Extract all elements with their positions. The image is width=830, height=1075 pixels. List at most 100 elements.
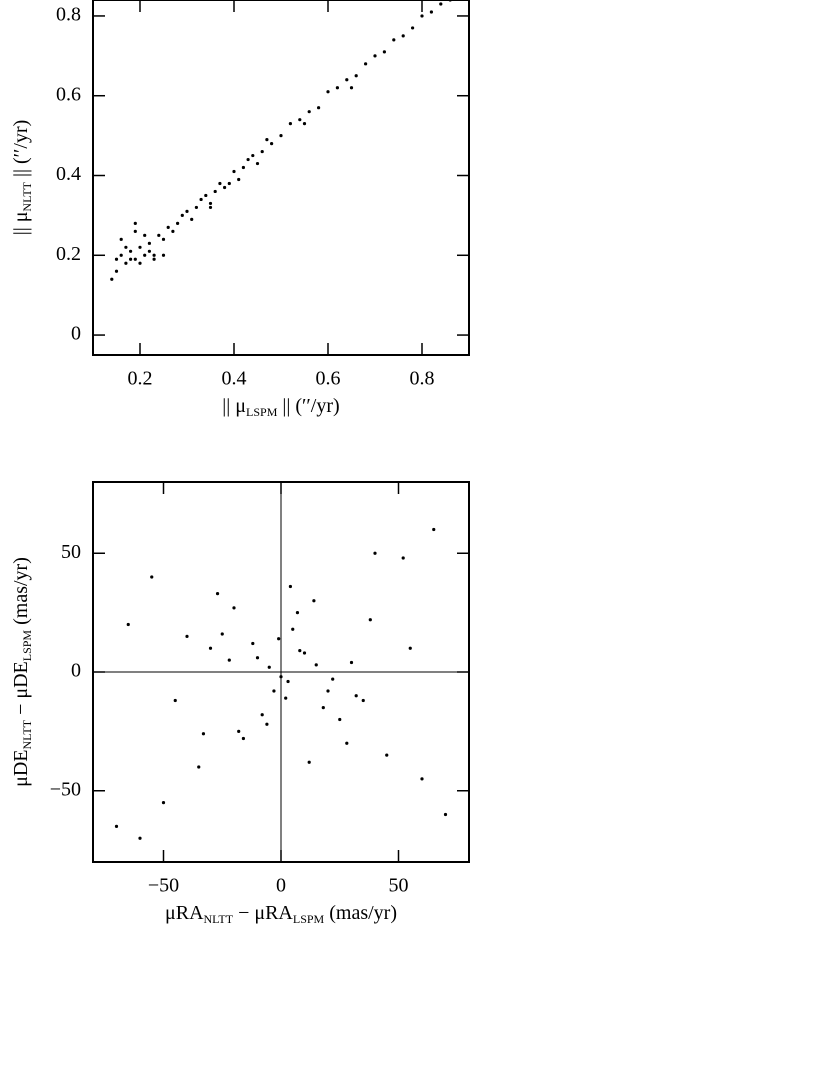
point [147,249,151,253]
point [185,209,189,214]
point [260,149,264,154]
subscript: NLTT [20,181,34,211]
point [368,618,372,622]
point [190,217,194,221]
point [251,153,255,158]
point [288,584,292,589]
point [335,86,339,90]
point [345,78,349,82]
subscript: LSPM [293,912,325,926]
subscript: LSPM [246,405,278,419]
y-tick-label: 0.4 [56,163,81,185]
point [251,641,255,646]
point [237,177,241,182]
point [420,777,424,781]
point [197,765,201,769]
label-part: − μDE [10,661,32,720]
point [302,122,307,126]
point [429,10,433,14]
point [401,34,405,38]
point [364,62,368,66]
point [411,26,415,30]
point [208,646,213,650]
point [227,181,231,186]
point [408,646,412,650]
point [133,257,137,261]
point [213,189,217,194]
point [138,836,142,840]
point [215,592,220,596]
point [291,627,295,631]
point [161,237,166,241]
point [432,527,436,532]
point [126,622,130,627]
point [279,134,283,138]
point [180,213,184,217]
y-tick-label: 0.2 [56,243,81,265]
point [241,165,245,170]
point [114,824,119,828]
point [326,689,330,693]
point [260,713,264,717]
point [270,141,274,146]
point [302,651,307,655]
x-axis-label: μRANLTT − μRALSPM (mas/yr) [165,902,397,926]
y-tick-label: 0 [71,323,81,345]
label-part: || (′′/yr) [277,395,339,417]
point [265,722,269,726]
point [143,253,147,257]
subscript: LSPM [20,630,34,662]
y-tick-label: 0.6 [56,83,81,105]
x-tick-label: 0 [276,875,286,897]
x-tick-label: −50 [148,875,179,897]
point [114,257,119,261]
point [161,801,166,805]
subscript: NLTT [20,719,34,749]
point [152,257,156,261]
point [439,2,443,6]
point [307,110,311,114]
point [349,660,354,665]
label-part: (mas/yr) [10,557,32,630]
point [298,118,302,122]
label-part: (mas/yr) [324,902,397,924]
point [279,675,283,679]
point [124,261,128,265]
point [185,634,189,638]
point [129,257,133,261]
point [220,632,224,636]
y-tick-label: 0 [71,660,81,682]
point [119,253,123,257]
y-tick-label: 50 [61,541,81,563]
point [204,193,208,198]
point [152,253,156,257]
point [349,86,354,90]
label-part: μRA [165,902,204,924]
point [246,157,250,162]
point [401,556,405,560]
point [443,812,448,817]
point [237,729,241,733]
point [272,689,276,693]
point [199,197,203,202]
label-part: μDE [10,749,32,786]
point [194,205,198,210]
point [392,38,396,42]
point [307,760,311,764]
point [143,233,147,237]
y-axis-label: || μNLTT || (′′/yr) [10,120,34,236]
y-tick-label: −50 [50,778,81,800]
point [166,225,170,229]
point [133,229,137,233]
point [232,606,236,610]
point [119,237,123,241]
point [157,233,161,237]
point [255,161,260,166]
point [241,736,245,741]
point [317,106,321,110]
point [331,677,335,681]
point [373,54,377,58]
x-tick-label: 0.6 [316,368,341,390]
